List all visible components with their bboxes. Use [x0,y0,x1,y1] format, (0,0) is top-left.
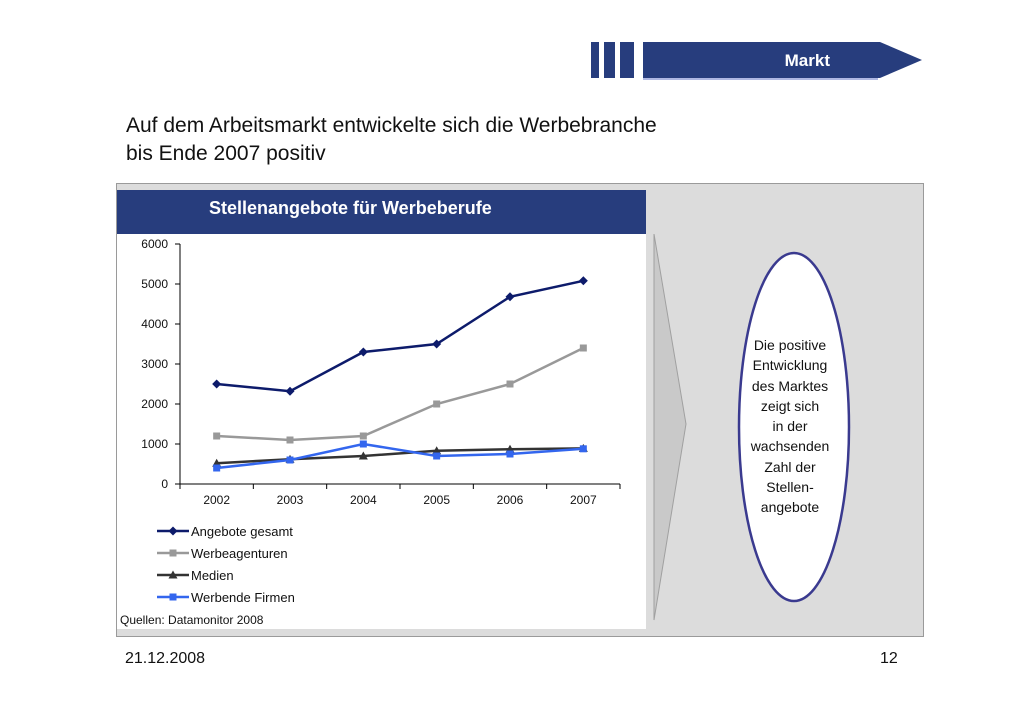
legend-marker [168,570,178,579]
legend-label: Angebote gesamt [191,524,293,539]
footer-date: 21.12.2008 [125,650,206,667]
header-bar-3 [620,42,634,78]
data-point [358,451,368,460]
y-tick-label: 5000 [141,277,168,291]
data-point [286,436,294,444]
arrow-shape [653,234,687,621]
callout-line: angebote [760,499,820,516]
x-tick-label: 2007 [570,493,597,507]
header-bar-1 [591,42,599,78]
x-tick-label: 2005 [423,493,450,507]
chart-legend: Angebote gesamt Werbeagenturen Medien Werbe… [157,524,295,605]
x-tick-label: 2004 [350,493,377,507]
y-tick-label: 3000 [141,357,168,371]
callout-line: Entwicklung [752,357,828,374]
callout-line: Zahl der [764,458,816,475]
page-title-line-2: bis Ende 2007 positiv [126,142,326,165]
data-point [578,276,588,286]
data-point [359,440,367,448]
callout-line: Die positive [753,337,827,353]
legend-label: Werbeagenturen [191,546,288,561]
data-point [213,464,221,472]
arrow-body [653,234,687,621]
line-chart: 0 1000 2000 3000 4000 5000 6000 2002 2003 2004 200… [141,237,621,605]
page-title: Auf dem Arbeitsmarkt entwickelte sich di… [126,112,657,168]
callout-ellipse [737,251,851,603]
header-bar-2 [604,42,615,78]
legend-label: Medien [191,568,234,583]
data-point [432,339,442,349]
data-point [213,432,221,440]
callout-line: in der [772,418,808,435]
chart-title-text: Stellenangebote für Werbeberufe [209,198,492,218]
page-number: 12 [880,650,898,667]
x-tick-label: 2006 [497,493,524,507]
callout-text: Die positive Entwicklung des Marktes zei… [731,335,849,518]
data-point [432,446,442,455]
data-point [286,456,294,464]
chart-title-bar [117,190,646,234]
page-title-line-1: Auf dem Arbeitsmarkt entwickelte sich di… [126,114,657,137]
data-point [285,386,295,396]
data-point [212,379,222,389]
data-point [433,400,441,408]
data-point [579,445,587,453]
chart-series [212,276,588,472]
callout-line: des Marktes [751,377,829,394]
legend-marker [169,549,177,557]
data-point [506,380,514,388]
chart-axes: 0 1000 2000 3000 4000 5000 6000 2002 2003 2004 200… [141,237,621,507]
callout-line: zeigt sich [760,397,820,414]
data-point [433,452,441,460]
y-tick-label: 0 [161,477,168,491]
y-tick-label: 6000 [141,237,168,251]
data-point [359,432,367,440]
callout-ring [737,251,851,603]
header-arrow [643,42,922,78]
series-line [216,442,584,470]
legend-marker [169,593,177,601]
x-tick-label: 2002 [203,493,230,507]
legend-label: Werbende Firmen [191,590,295,605]
series-line [216,346,584,442]
legend-marker [168,526,178,536]
x-tick-label: 2003 [277,493,304,507]
series-line [216,447,584,465]
y-tick-label: 2000 [141,397,168,411]
header-band [591,42,922,80]
section-label: Markt [784,51,830,70]
callout-line: Stellen- [766,479,814,496]
callout-line: wachsenden [750,438,830,455]
data-point [579,344,587,352]
data-point [358,347,368,357]
y-tick-label: 4000 [141,317,168,331]
data-point [506,450,514,458]
series-line [216,279,584,393]
chart-container [117,190,646,629]
data-point [505,292,515,302]
y-tick-label: 1000 [141,437,168,451]
source-note: Quellen: Datamonitor 2008 [120,613,264,627]
